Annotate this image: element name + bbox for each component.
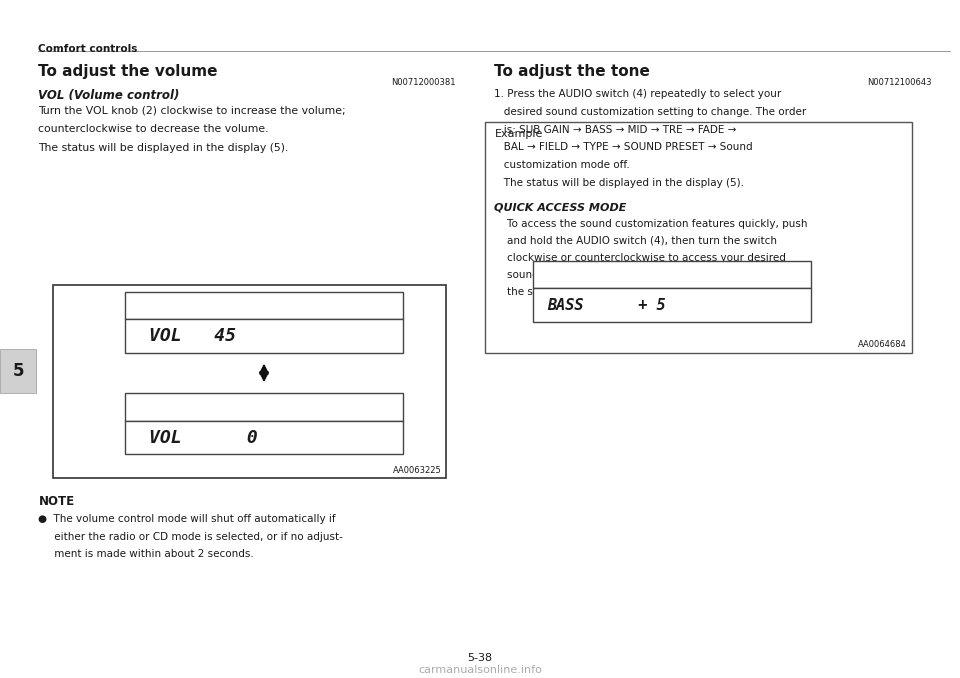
Text: To access the sound customization features quickly, push: To access the sound customization featur… xyxy=(494,219,808,229)
Bar xyxy=(125,292,403,319)
Text: ●  The volume control mode will shut off automatically if: ● The volume control mode will shut off … xyxy=(38,514,336,524)
Text: AA0064684: AA0064684 xyxy=(858,340,907,349)
Text: BASS      + 5: BASS + 5 xyxy=(547,298,666,313)
Bar xyxy=(125,393,403,420)
Text: carmanualsonline.info: carmanualsonline.info xyxy=(418,664,542,675)
Bar xyxy=(125,319,403,353)
Text: 1. Press the AUDIO switch (4) repeatedly to select your: 1. Press the AUDIO switch (4) repeatedly… xyxy=(494,89,781,100)
Text: clockwise or counterclockwise to access your desired: clockwise or counterclockwise to access … xyxy=(494,253,786,263)
Bar xyxy=(533,289,811,322)
Text: Turn the VOL knob (2) clockwise to increase the volume;: Turn the VOL knob (2) clockwise to incre… xyxy=(38,105,346,115)
Text: 5-38: 5-38 xyxy=(468,653,492,663)
Text: Comfort controls: Comfort controls xyxy=(38,44,138,54)
Text: VOL   45: VOL 45 xyxy=(149,327,236,345)
Text: NOTE: NOTE xyxy=(38,495,75,508)
Text: N00712000381: N00712000381 xyxy=(392,78,456,87)
Text: 5: 5 xyxy=(12,362,24,380)
Text: and hold the AUDIO switch (4), then turn the switch: and hold the AUDIO switch (4), then turn… xyxy=(494,236,778,246)
Text: VOL      0: VOL 0 xyxy=(149,428,257,447)
Text: counterclockwise to decrease the volume.: counterclockwise to decrease the volume. xyxy=(38,124,269,134)
Text: desired sound customization setting to change. The order: desired sound customization setting to c… xyxy=(494,107,806,117)
Text: ment is made within about 2 seconds.: ment is made within about 2 seconds. xyxy=(38,549,254,559)
Text: BAL → FIELD → TYPE → SOUND PRESET → Sound: BAL → FIELD → TYPE → SOUND PRESET → Soun… xyxy=(494,142,753,153)
Bar xyxy=(533,261,811,289)
Text: customization mode off.: customization mode off. xyxy=(494,160,630,170)
Text: the setting.: the setting. xyxy=(494,287,567,297)
Text: The status will be displayed in the display (5).: The status will be displayed in the disp… xyxy=(494,178,744,188)
Bar xyxy=(53,285,446,478)
Text: Example: Example xyxy=(494,129,542,139)
Text: is: SUB GAIN → BASS → MID → TRE → FADE →: is: SUB GAIN → BASS → MID → TRE → FADE → xyxy=(494,125,736,135)
Text: To adjust the tone: To adjust the tone xyxy=(494,64,650,79)
Text: QUICK ACCESS MODE: QUICK ACCESS MODE xyxy=(494,202,627,212)
Text: To adjust the volume: To adjust the volume xyxy=(38,64,218,79)
Text: sound customization setting. Release the switch to adjust: sound customization setting. Release the… xyxy=(494,270,809,280)
Bar xyxy=(485,122,912,353)
Text: The status will be displayed in the display (5).: The status will be displayed in the disp… xyxy=(38,143,289,153)
Text: VOL (Volume control): VOL (Volume control) xyxy=(38,89,180,102)
Bar xyxy=(0,349,36,393)
Text: AA0063225: AA0063225 xyxy=(393,466,442,475)
Text: N00712100643: N00712100643 xyxy=(867,78,931,87)
Bar xyxy=(125,420,403,454)
Text: either the radio or CD mode is selected, or if no adjust-: either the radio or CD mode is selected,… xyxy=(38,532,344,542)
